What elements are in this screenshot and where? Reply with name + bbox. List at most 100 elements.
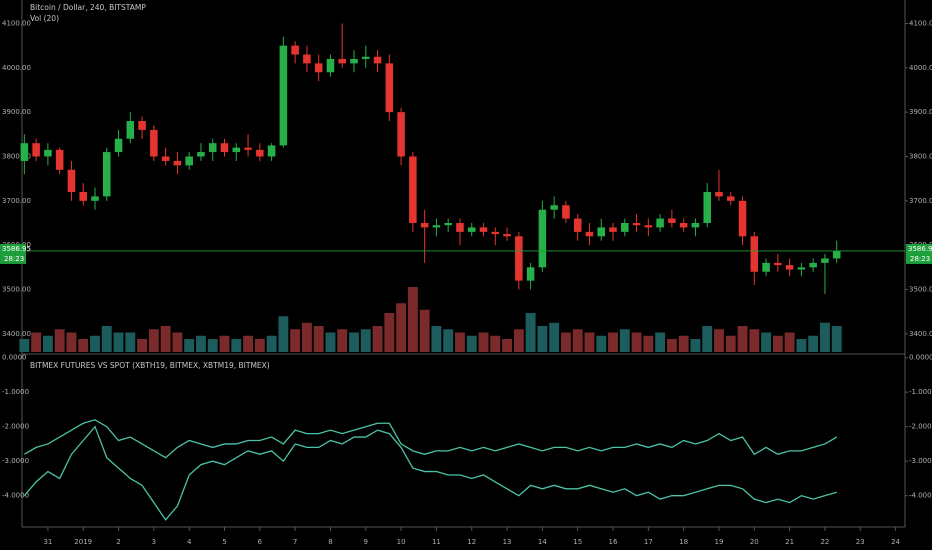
volume-bar xyxy=(596,335,607,352)
candle-body xyxy=(138,121,146,130)
y-tick-label: 3900.00 xyxy=(909,108,932,116)
volume-bar xyxy=(690,339,701,352)
candle-body xyxy=(303,54,311,64)
x-tick-label: 11 xyxy=(432,538,441,546)
candle-body xyxy=(691,222,700,228)
x-tick-label: 20 xyxy=(750,538,759,546)
last-price-label: 3586.95 xyxy=(2,245,31,253)
y-tick-label: 3800.00 xyxy=(2,152,31,160)
y-tick-label: 3500.00 xyxy=(2,285,31,293)
volume-bar xyxy=(655,332,666,352)
candle-body xyxy=(126,121,135,139)
candle-body xyxy=(32,143,40,157)
y-tick-label: -1.0000 xyxy=(909,388,932,396)
candle-body xyxy=(150,129,158,157)
x-tick-label: 10 xyxy=(397,538,406,546)
x-tick-label: 3 xyxy=(152,538,156,546)
candle-body xyxy=(385,63,394,113)
y-tick-label: 4100.00 xyxy=(2,19,31,27)
y-tick-label: 4100.00 xyxy=(909,19,932,27)
volume-bar xyxy=(584,332,595,352)
y-tick-label: 0.0000 xyxy=(2,354,27,362)
volume-bar xyxy=(643,335,654,352)
candle-body xyxy=(67,169,76,192)
candle-body xyxy=(467,227,476,232)
volume-bar xyxy=(290,329,301,352)
volume-bar xyxy=(549,322,560,352)
volume-bar xyxy=(90,335,100,352)
candle-body xyxy=(644,225,653,228)
volume-bar xyxy=(784,332,795,352)
candle-body xyxy=(161,156,170,161)
volume-bar xyxy=(761,332,772,352)
volume-bar xyxy=(54,329,65,352)
volume-bar xyxy=(478,332,489,352)
x-tick-label: 2 xyxy=(116,538,120,546)
price-badge xyxy=(906,243,932,264)
x-tick-label: 7 xyxy=(293,538,297,546)
candle-body xyxy=(832,250,841,259)
y-tick-label: 3400.00 xyxy=(2,330,31,338)
candle-body xyxy=(550,205,558,210)
candle-body xyxy=(373,56,382,64)
volume-bar xyxy=(360,329,371,352)
volume-bar xyxy=(796,339,807,352)
y-tick-label: -3.0000 xyxy=(2,457,29,465)
x-tick-label: 24 xyxy=(891,538,900,546)
volume-bar xyxy=(702,326,713,352)
y-tick-label: 3700.00 xyxy=(909,197,932,205)
candle-body xyxy=(432,225,441,228)
volume-bar xyxy=(207,339,218,352)
volume-bar xyxy=(19,339,30,352)
x-tick-label: 6 xyxy=(258,538,263,546)
candle-body xyxy=(573,218,582,232)
volume-bar xyxy=(808,335,819,352)
candle-body xyxy=(409,156,417,223)
candle-body xyxy=(197,152,205,157)
candle-body xyxy=(185,156,193,166)
volume-bar xyxy=(113,332,124,352)
candle-body xyxy=(91,196,99,201)
indicator-line xyxy=(23,425,837,521)
volume-bar xyxy=(772,335,783,352)
volume-bar xyxy=(325,332,336,352)
volume-bar xyxy=(66,332,77,352)
volume-bar xyxy=(525,313,536,352)
y-tick-label: -2.0000 xyxy=(909,423,932,431)
candle-body xyxy=(314,63,323,73)
volume-bar xyxy=(407,287,418,352)
candle-body xyxy=(114,138,123,153)
y-tick-label: -2.0000 xyxy=(2,423,29,431)
volume-bar xyxy=(749,329,760,352)
y-tick-label: -1.0000 xyxy=(2,388,29,396)
x-tick-label: 4 xyxy=(187,538,192,546)
candle-body xyxy=(232,147,241,153)
x-tick-label: 19 xyxy=(715,538,724,546)
volume-bar xyxy=(384,313,395,352)
candle-body xyxy=(103,152,111,197)
volume-bar xyxy=(419,309,430,352)
volume-bar xyxy=(608,332,618,352)
x-tick-label: 22 xyxy=(820,538,829,546)
x-tick-label: 31 xyxy=(43,538,52,546)
candle-body xyxy=(444,222,452,226)
volume-bar xyxy=(337,329,348,352)
volume-bar xyxy=(313,326,324,352)
candle-body xyxy=(173,160,182,166)
volume-bar xyxy=(301,322,312,352)
volume-bar xyxy=(78,339,89,352)
candle-body xyxy=(726,196,735,201)
candle-body xyxy=(79,191,87,201)
y-tick-label: 3700.00 xyxy=(2,197,31,205)
volume-bar xyxy=(372,326,383,352)
candle-body xyxy=(256,149,264,157)
candle-body xyxy=(762,262,770,272)
x-tick-label: 14 xyxy=(538,538,547,546)
last-price-label: 3586.95 xyxy=(908,245,932,253)
candle-body xyxy=(291,45,299,55)
volume-bar xyxy=(490,335,501,352)
volume-bar xyxy=(819,322,830,352)
x-tick-label: 23 xyxy=(856,538,865,546)
volume-bar xyxy=(125,332,136,352)
